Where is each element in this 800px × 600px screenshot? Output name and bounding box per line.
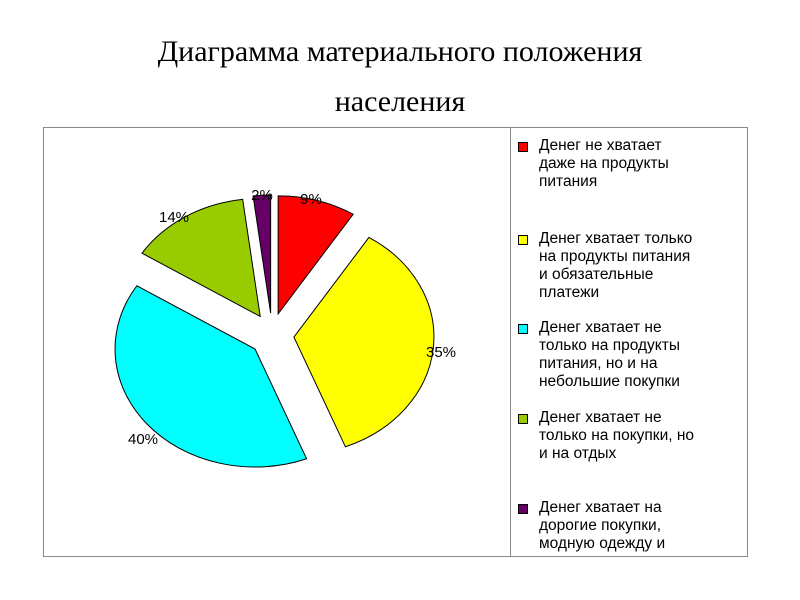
- legend-label-1: Денег не хватает даже на продукты питани…: [539, 137, 669, 190]
- slice-label-1: 9%: [300, 191, 322, 208]
- pie-slice-3: [114, 285, 308, 468]
- legend-label-5: Денег хватает на дорогие покупки, модную…: [539, 499, 666, 552]
- legend-swatch-4: [518, 414, 528, 424]
- legend-label-2: Денег хватает только на продукты питания…: [539, 230, 693, 301]
- chart-title-line-1: Диаграмма материального положения: [157, 35, 643, 68]
- pie-chart: 9% 35% 40% 14% 2%: [114, 187, 456, 468]
- slice-label-3: 40%: [128, 431, 158, 448]
- legend-label-4: Денег хватает не только на покупки, но и…: [539, 409, 695, 462]
- legend-swatch-2: [518, 235, 528, 245]
- legend-swatch-3: [518, 324, 528, 334]
- pie-slice-1: [277, 195, 354, 316]
- slice-label-4: 14%: [159, 209, 189, 226]
- legend-label-3: Денег хватает не только на продукты пита…: [539, 319, 680, 390]
- slice-label-5: 2%: [251, 187, 273, 204]
- chart-title-line-2: населения: [334, 85, 466, 118]
- pie-slice-4: [141, 198, 261, 318]
- legend: Денег не хватает даже на продукты питани…: [510, 127, 748, 557]
- pie-slice-5: [252, 194, 272, 314]
- pie-slice-2: [293, 236, 435, 448]
- legend-swatch-5: [518, 504, 528, 514]
- legend-swatch-1: [518, 142, 528, 152]
- slice-label-2: 35%: [426, 344, 456, 361]
